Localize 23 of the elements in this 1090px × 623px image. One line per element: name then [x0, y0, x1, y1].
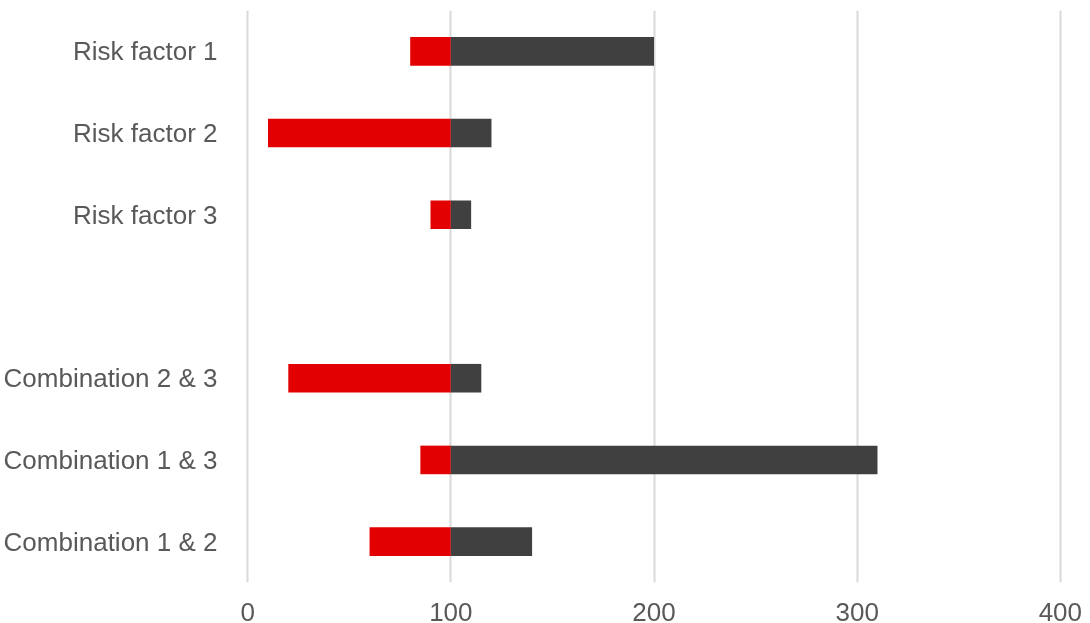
bar — [410, 37, 451, 66]
y-tick-label: Risk factor 1 — [73, 36, 218, 67]
bar — [450, 445, 878, 475]
bar — [288, 363, 451, 393]
bar — [450, 118, 492, 148]
y-tick-label: Combination 1 & 3 — [3, 444, 218, 475]
bar — [450, 363, 482, 393]
bar — [267, 118, 451, 148]
bar — [450, 527, 533, 556]
x-tick-label: 300 — [835, 596, 879, 623]
bar — [450, 200, 472, 230]
x-tick-label: 400 — [1038, 596, 1083, 623]
y-tick-label: Combination 1 & 2 — [3, 526, 218, 557]
bar — [369, 527, 451, 556]
y-tick-label: Risk factor 3 — [73, 199, 218, 230]
bar — [420, 445, 451, 475]
y-tick-label: Risk factor 2 — [73, 118, 218, 149]
bar — [430, 200, 451, 230]
x-tick-label: 200 — [632, 596, 676, 623]
bar — [450, 37, 654, 66]
y-tick-label: Combination 2 & 3 — [3, 363, 218, 394]
x-tick-label: 0 — [240, 596, 255, 623]
x-tick-label: 100 — [429, 596, 473, 623]
